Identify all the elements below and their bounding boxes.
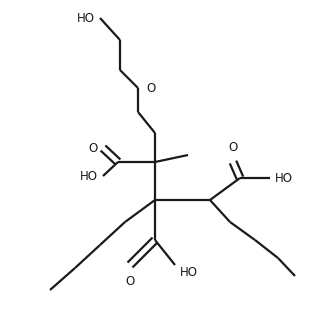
Text: HO: HO bbox=[275, 172, 293, 184]
Text: HO: HO bbox=[80, 170, 98, 182]
Text: O: O bbox=[228, 141, 238, 154]
Text: HO: HO bbox=[180, 266, 198, 279]
Text: HO: HO bbox=[77, 12, 95, 25]
Text: O: O bbox=[125, 275, 135, 288]
Text: O: O bbox=[89, 141, 98, 154]
Text: O: O bbox=[146, 81, 155, 95]
